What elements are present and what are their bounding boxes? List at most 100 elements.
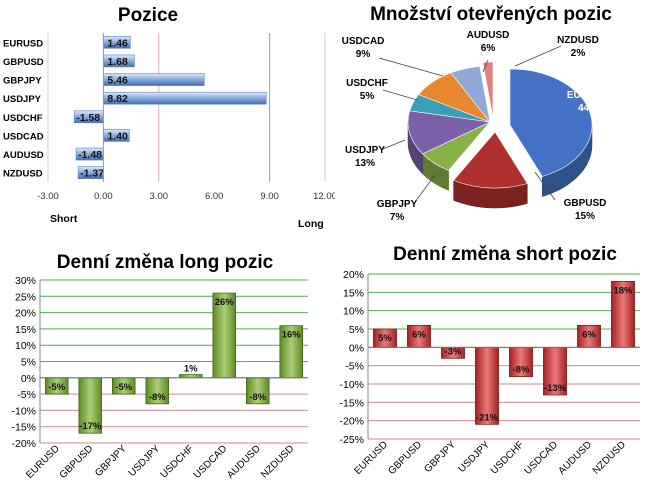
category-label: USDJPY [127,443,163,479]
tick-label: 15% [15,324,36,336]
pie-slice [407,110,492,155]
open-positions-pie: Množství otevřených pozic EURUSD 44% GBPUS… [335,0,647,235]
tick-label: 20% [343,269,364,281]
slice-label: USDCHF [346,78,388,89]
category-label: NZDUSD [259,443,296,480]
data-label: -1.37 [80,168,104,180]
tick-label: -20% [11,438,36,450]
slice-label: GBPJPY [377,199,418,210]
long-caption: Long [298,218,324,230]
tick-label: 0% [349,342,364,354]
leader-line [382,139,406,150]
tick-label: 10% [343,306,364,318]
slice-percent: 44% [578,103,598,114]
leader-line [382,89,418,101]
slice-percent: 13% [355,158,375,169]
data-label: 16% [282,330,302,341]
data-label: 1.40 [107,130,128,142]
data-label: -8% [249,392,266,403]
tick-label: 3.00 [150,191,169,202]
data-label: -5% [115,382,132,393]
data-label: -1.48 [78,149,102,161]
tick-label: 25% [15,291,36,303]
chart-title: Množství otevřených pozic [370,4,612,25]
data-label: 5% [378,333,392,344]
slice-label: EURUSD [567,90,609,101]
category-label: GBPUSD [3,57,44,68]
category-label: USDCAD [3,131,44,142]
data-label: 1.68 [107,56,128,68]
category-label: USDJPY [3,94,42,105]
slice-label: USDJPY [345,145,385,156]
category-label: USDCHF [3,113,43,124]
tick-label: 0.00 [94,191,113,202]
slice-label: USDCAD [342,36,385,47]
tick-label: 5% [349,324,364,336]
tick-label: -10% [11,405,36,417]
category-label: AUDUSD [3,150,44,161]
pie-plot: EURUSD 44% GBPUSD 15% GBPJPY 7% USDJPY 13% USDCH… [342,30,610,223]
tick-label: 5% [21,357,36,369]
pie-slice [509,68,593,177]
leader-line [514,45,562,67]
tick-label: 20% [15,308,36,320]
tick-label: 6.00 [205,191,224,202]
slice-percent: 7% [390,212,405,223]
data-label: 8.82 [107,93,128,105]
tick-label: 9.00 [260,191,279,202]
tick-label: -5% [17,389,36,401]
data-label: -3% [445,346,462,357]
category-label: USDCHF [159,443,196,480]
data-label: 1.46 [107,37,128,49]
data-label: 26% [215,297,235,308]
tick-label: 0% [21,373,36,385]
tick-label: -25% [339,434,364,446]
short-plot: 20%15%10%5%0%-5%-10%-15%-20%-25%5%EURUSD… [339,269,640,477]
tick-label: 12.00 [313,191,335,202]
category-label: USDCAD [192,443,230,481]
tick-label: -3.00 [37,191,59,202]
slice-percent: 6% [481,43,496,54]
tick-label: -20% [339,416,364,428]
category-label: GBPJPY [3,76,42,87]
long-plot: 30%25%20%15%10%5%0%-5%-10%-15%-20%-5%EUR… [11,275,308,481]
tick-label: -15% [339,397,364,409]
positions-plot: EURUSD 1.46 GBPUSD 1.68 GBPJPY 5.46 USDJPY 8.82… [3,33,337,230]
category-label: EURUSD [3,38,43,49]
slice-percent: 9% [356,49,371,60]
data-label: -8% [149,392,166,403]
slice-label: AUDUSD [467,30,510,41]
data-label: -17% [79,421,102,432]
data-label: 6% [582,329,596,340]
category-label: GBPUSD [58,443,96,481]
data-label: -1.58 [76,112,100,124]
category-label: GBPJPY [422,439,458,475]
tick-label: -10% [339,379,364,391]
tick-label: -15% [11,422,36,434]
long-change-chart: Denní změna long pozic 30% 25% 20% 15% 10% 5%… [0,250,315,493]
chart-title: Pozice [117,5,179,26]
slice-label: GBPUSD [564,198,607,209]
data-label: 18% [613,285,633,296]
tick-label: -5% [345,361,364,373]
chart-title: Denní změna long pozic [56,252,274,273]
short-change-chart: Denní změna short pozic 20% 15% 10% 5% 0% -5%… [320,240,647,493]
data-label: 5.46 [107,75,128,87]
tick-label: 15% [343,287,364,299]
data-label: 1% [184,364,198,375]
slice-label: NZDUSD [557,35,599,46]
slice-percent: 5% [360,91,375,102]
category-label: GBPUSD [386,439,424,477]
short-caption: Short [50,213,78,225]
leader-line [378,57,444,77]
positions-chart: Pozice EURUSD 1.46 GBPUSD 1.68 GBPJPY 5.46 USD… [0,0,337,235]
data-label: -21% [476,412,499,423]
pie-slice [482,61,494,119]
slice-percent: 15% [575,211,595,222]
leader-line [414,174,436,203]
data-label: -8% [513,365,530,376]
category-label: USDCAD [522,439,560,477]
category-label: NZDUSD [3,169,43,180]
data-label: -13% [544,383,567,394]
category-label: USDJPY [456,439,492,475]
